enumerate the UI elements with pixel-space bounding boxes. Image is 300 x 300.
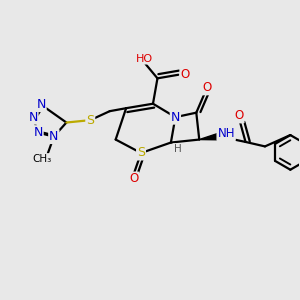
Text: O: O <box>234 110 244 122</box>
Text: S: S <box>137 146 145 160</box>
Text: CH₃: CH₃ <box>32 154 52 164</box>
Text: HO: HO <box>136 54 153 64</box>
Text: O: O <box>180 68 190 81</box>
Text: N: N <box>33 126 43 139</box>
Text: N: N <box>36 98 46 111</box>
Text: NH: NH <box>218 127 235 140</box>
Polygon shape <box>199 133 219 140</box>
Text: S: S <box>86 114 94 127</box>
Text: N: N <box>49 130 58 143</box>
Text: O: O <box>129 172 138 185</box>
Text: N: N <box>28 111 38 124</box>
Text: N: N <box>171 111 180 124</box>
Text: H: H <box>174 144 181 154</box>
Text: O: O <box>202 81 212 94</box>
